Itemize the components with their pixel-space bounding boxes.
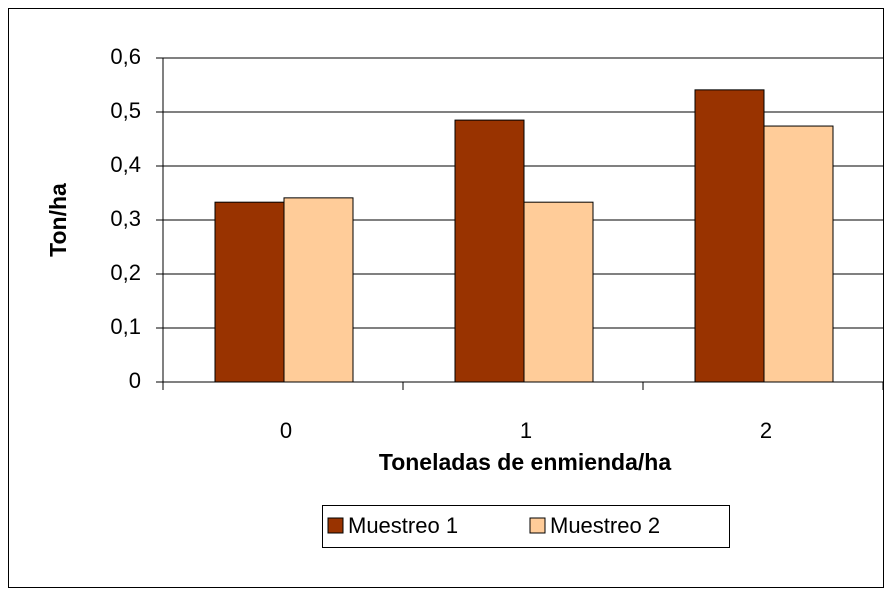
legend-swatch	[529, 517, 546, 534]
y-tick-label: 0,4	[110, 152, 141, 177]
y-tick-label: 0,2	[110, 260, 141, 285]
y-tick-label: 0	[129, 368, 141, 393]
x-tick-label: 1	[520, 418, 532, 443]
bar	[214, 201, 285, 383]
legend-label: Muestreo 1	[348, 513, 458, 538]
legend-swatch	[327, 517, 344, 534]
x-tick-label: 0	[280, 418, 292, 443]
y-axis-title: Ton/ha	[45, 183, 71, 257]
x-tick-label: 2	[760, 418, 772, 443]
bar	[694, 89, 765, 383]
bar	[523, 201, 594, 383]
bar	[454, 119, 525, 383]
y-tick-label: 0,6	[110, 44, 141, 69]
bar	[763, 125, 834, 383]
bar	[283, 197, 354, 383]
x-axis-title: Toneladas de enmienda/ha	[379, 449, 671, 475]
legend-label: Muestreo 2	[550, 513, 660, 538]
y-tick-label: 0,3	[110, 206, 141, 231]
y-tick-label: 0,1	[110, 314, 141, 339]
y-tick-label: 0,5	[110, 98, 141, 123]
legend-box	[322, 505, 730, 548]
